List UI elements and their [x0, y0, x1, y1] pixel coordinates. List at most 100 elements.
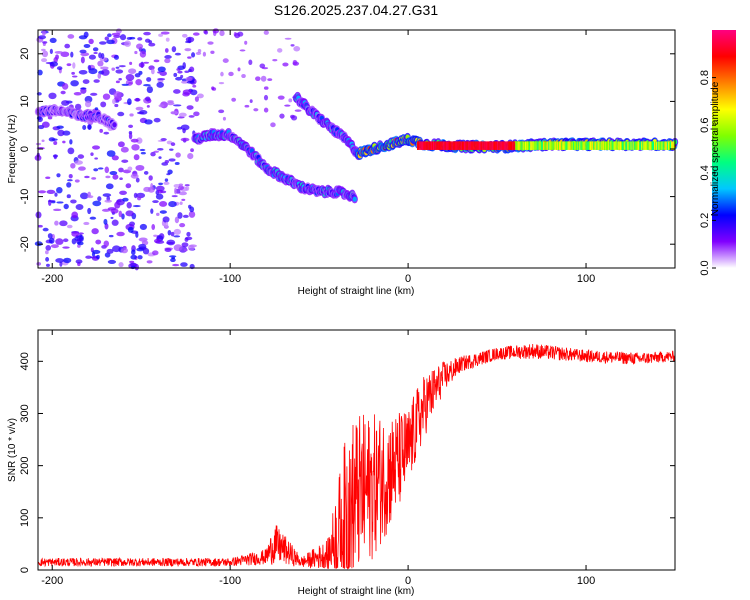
snr-xtick-label: -100 — [219, 575, 241, 587]
colorbar-label: Normalized spectral amplitude — [710, 81, 721, 216]
spectrogram-noise-blob — [186, 105, 194, 110]
spectrogram-noise-blob — [61, 82, 69, 90]
spectrogram-core-cell — [547, 141, 549, 150]
spectrogram-noise-blob — [166, 140, 173, 145]
spectrogram-noise-blob — [255, 76, 261, 82]
spectrogram-noise-blob — [186, 81, 195, 84]
spectrogram-core-cell — [438, 141, 440, 150]
spectrogram-noise-blob — [153, 150, 160, 153]
spectrogram-core-cell — [650, 141, 653, 150]
spectrogram-core-cell — [600, 141, 602, 150]
spectrogram-noise-blob — [128, 124, 134, 128]
spectrogram-core-cell — [443, 141, 445, 150]
spectrogram-noise-blob — [41, 48, 46, 52]
spectrogram-noise-blob — [231, 97, 237, 102]
spectrogram-noise-blob — [134, 98, 141, 102]
spectrogram-noise-blob — [119, 190, 127, 196]
spectrogram-core-cell — [436, 141, 438, 150]
spectrogram-noise-blob — [101, 68, 110, 76]
spectrogram-noise-blob — [288, 98, 293, 103]
spectrogram-core-cell — [577, 141, 579, 150]
spectrogram-core-cell — [452, 141, 454, 150]
spectrogram-core-cell — [651, 141, 654, 150]
spectrogram-noise-blob — [115, 80, 120, 84]
spectrogram-core-cell — [619, 141, 622, 150]
spectrogram-core-cell — [478, 141, 481, 150]
spectrogram-noise-blob — [109, 171, 118, 176]
spectrogram-core-cell — [534, 141, 536, 150]
spectrogram-noise-blob — [137, 37, 143, 41]
spectrogram-core-cell — [636, 141, 639, 150]
spectrogram-noise-blob — [130, 254, 137, 260]
spectrogram-core-cell — [657, 141, 659, 150]
spectrogram-core-cell — [483, 141, 485, 150]
spectrogram-noise-blob — [131, 249, 136, 256]
spectrogram-core-cell — [579, 141, 581, 150]
spectrogram-noise-blob — [84, 100, 92, 108]
spectrogram-core-cell — [665, 141, 667, 150]
spectrogram-noise-blob — [228, 71, 234, 77]
spectrogram-core-cell — [621, 141, 624, 150]
spectrogram-noise-blob — [181, 80, 189, 84]
snr-panel: -200 -100 0 100 0 100 200 300 400 Height of stra… — [7, 329, 676, 597]
spectrogram-core-cell — [607, 141, 609, 150]
spectrogram-core-cell — [546, 141, 548, 150]
spectrogram-core-cell — [572, 141, 575, 150]
spectrogram-noise-blob — [103, 218, 108, 225]
spectrogram-noise-blob — [183, 248, 188, 252]
spectrogram-xtick-label: -200 — [41, 273, 63, 285]
spectrogram-noise-blob — [129, 260, 135, 264]
snr-ytick-label: 0 — [19, 567, 31, 573]
spectrogram-core-cell — [520, 141, 522, 150]
spectrogram-noise-blob — [136, 137, 143, 144]
spectrogram-noise-blob — [41, 50, 49, 58]
spectrogram-noise-blob — [78, 232, 84, 235]
spectrogram-core-cell — [451, 141, 453, 150]
spectrogram-noise-blob — [182, 89, 192, 95]
spectrogram-noise-blob — [157, 71, 161, 74]
spectrogram-core-cell — [494, 141, 497, 150]
spectrogram-core-cell — [569, 141, 571, 150]
spectrogram-core-cell — [465, 141, 467, 150]
spectrogram-core-cell — [550, 141, 552, 150]
spectrogram-noise-blob — [97, 60, 104, 67]
spectrogram-noise-blob — [142, 247, 150, 255]
spectrogram-core-cell — [476, 141, 478, 150]
spectrogram-core-cell — [457, 141, 459, 150]
spectrogram-noise-blob — [139, 223, 148, 230]
spectrogram-core-cell — [441, 141, 443, 150]
spectrogram-noise-blob — [279, 113, 285, 119]
spectrogram-core-cell — [541, 141, 544, 150]
spectrogram-noise-blob — [178, 183, 184, 187]
spectrogram-core-cell — [604, 141, 607, 150]
spectrogram-noise-blob — [156, 81, 164, 88]
spectrogram-noise-blob — [94, 107, 99, 111]
spectrogram-core-cell — [424, 141, 426, 150]
spectrogram-noise-blob — [50, 244, 59, 249]
spectrogram-noise-blob — [92, 200, 102, 207]
spectrogram-marks — [34, 28, 679, 271]
spectrogram-core-cell — [658, 141, 660, 150]
spectrogram-core-cell — [487, 141, 489, 150]
spectrogram-core-cell — [647, 141, 649, 150]
spectrogram-noise-blob — [174, 52, 182, 56]
spectrogram-noise-blob — [177, 70, 183, 74]
spectrogram-core-cell — [637, 141, 640, 150]
spectrogram-noise-blob — [157, 66, 166, 73]
spectrogram-core-cell — [446, 141, 449, 150]
spectrogram-noise-blob — [79, 192, 89, 200]
spectrogram-core-cell — [597, 141, 599, 150]
spectrogram-core-cell — [640, 141, 642, 150]
spectrogram-core-cell — [500, 141, 502, 150]
spectrogram-core-cell — [612, 141, 614, 150]
spectrogram-core-cell — [422, 141, 424, 150]
spectrogram-core-cell — [531, 141, 533, 150]
spectrogram-core-cell — [473, 141, 475, 150]
spectrogram-core-cell — [418, 141, 420, 150]
spectrogram-noise-blob — [135, 106, 144, 111]
spectrogram-core-cell — [642, 141, 644, 150]
spectrogram-noise-blob — [193, 111, 200, 117]
snr-ytick-label: 300 — [19, 404, 31, 422]
spectrogram-noise-blob — [70, 199, 77, 204]
spectrogram-core-cell — [429, 141, 432, 150]
